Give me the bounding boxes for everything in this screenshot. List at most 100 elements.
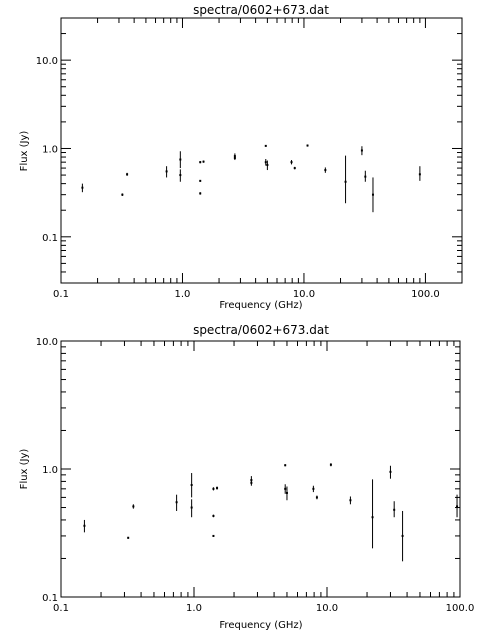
plot-frame	[60, 340, 461, 598]
data-point	[179, 151, 182, 169]
x-tick-label: 100.0	[446, 603, 475, 614]
data-point	[212, 534, 215, 537]
point-marker	[315, 496, 318, 499]
data-point	[389, 465, 392, 479]
point-marker	[285, 491, 288, 494]
x-tick-label: 10.0	[316, 603, 338, 614]
point-marker	[312, 487, 315, 490]
data-point	[216, 486, 219, 490]
point-marker	[175, 501, 178, 504]
point-marker	[165, 170, 168, 173]
point-marker	[190, 506, 193, 509]
point-marker	[199, 179, 202, 182]
point-marker	[132, 505, 135, 508]
point-marker	[293, 167, 296, 170]
data-point	[212, 487, 215, 491]
data-point	[121, 193, 124, 196]
top-chart: spectra/0602+673.dat Frequency (GHz) Flu…	[19, 3, 463, 311]
point-marker	[179, 158, 182, 161]
data-point	[290, 160, 293, 165]
x-axis-label: Frequency (GHz)	[219, 300, 302, 311]
data-point	[306, 144, 309, 147]
point-marker	[456, 505, 459, 508]
data-point	[175, 494, 178, 511]
point-marker	[199, 161, 202, 164]
data-point	[233, 156, 236, 161]
data-point	[293, 166, 296, 170]
data-point	[312, 485, 315, 493]
x-tick-label: 10.0	[293, 289, 315, 300]
data-point	[315, 495, 318, 500]
x-tick-label: 0.1	[53, 289, 69, 300]
point-marker	[250, 481, 253, 484]
data-point	[199, 161, 202, 164]
y-tick-label: 0.1	[42, 593, 58, 604]
data-point	[371, 177, 374, 213]
x-tick-label: 0.1	[53, 603, 69, 614]
x-axis-label: Frequency (GHz)	[219, 620, 302, 631]
point-marker	[121, 193, 124, 196]
data-point	[199, 179, 202, 182]
point-marker	[179, 174, 182, 177]
y-tick-label: 1.0	[42, 465, 58, 476]
point-marker	[371, 193, 374, 196]
point-marker	[393, 508, 396, 511]
data-point	[344, 155, 347, 204]
point-marker	[360, 149, 363, 152]
point-marker	[371, 516, 374, 519]
y-tick-label: 10.0	[36, 56, 58, 67]
data-point	[371, 479, 374, 549]
x-tick-label: 1.0	[175, 289, 191, 300]
x-tick-label: 100.0	[411, 289, 440, 300]
data-point	[202, 160, 205, 163]
point-marker	[290, 161, 293, 164]
data-point	[393, 501, 396, 518]
point-marker	[216, 487, 219, 490]
data-point	[456, 494, 459, 518]
y-axis-label: Flux (Jy)	[19, 449, 30, 490]
data-point	[284, 484, 287, 494]
chart-title: spectra/0602+673.dat	[193, 3, 329, 17]
point-marker	[266, 164, 269, 167]
point-marker	[324, 169, 327, 172]
point-marker	[306, 144, 309, 147]
point-marker	[264, 144, 267, 147]
data-point	[349, 496, 352, 505]
bottom-chart: spectra/0602+673.dat Frequency (GHz) Flu…	[19, 323, 474, 631]
data-point	[329, 463, 332, 467]
data-point	[190, 473, 193, 498]
point-marker	[264, 161, 267, 164]
data-point	[250, 480, 253, 486]
point-marker	[349, 499, 352, 502]
axis-ticks: 0.1 1.0 10.0 100.0 0.1 1.0 10.0	[36, 337, 475, 614]
point-marker	[127, 536, 130, 539]
point-marker	[212, 487, 215, 490]
point-marker	[202, 160, 205, 163]
point-marker	[212, 534, 215, 537]
point-marker	[199, 192, 202, 195]
y-tick-label: 0.1	[42, 233, 58, 244]
point-marker	[284, 487, 287, 490]
point-marker	[418, 173, 421, 176]
point-marker	[401, 534, 404, 537]
point-marker	[212, 514, 215, 517]
data-point	[264, 159, 267, 166]
point-marker	[81, 186, 84, 189]
data-point	[284, 464, 287, 467]
point-marker	[190, 483, 193, 486]
point-marker	[364, 175, 367, 178]
y-tick-label: 10.0	[36, 337, 58, 348]
data-point	[132, 504, 135, 509]
data-point	[418, 166, 421, 181]
point-marker	[83, 524, 86, 527]
data-point	[360, 146, 363, 156]
point-marker	[126, 173, 129, 176]
point-marker	[329, 463, 332, 466]
x-tick-label: 1.0	[186, 603, 202, 614]
data-point	[364, 170, 367, 182]
axis-ticks: 0.1 1.0 10.0 100.0 0.1 1.0 10.0	[36, 17, 463, 300]
data-point	[83, 519, 86, 533]
point-marker	[233, 157, 236, 160]
data-points	[81, 144, 421, 213]
